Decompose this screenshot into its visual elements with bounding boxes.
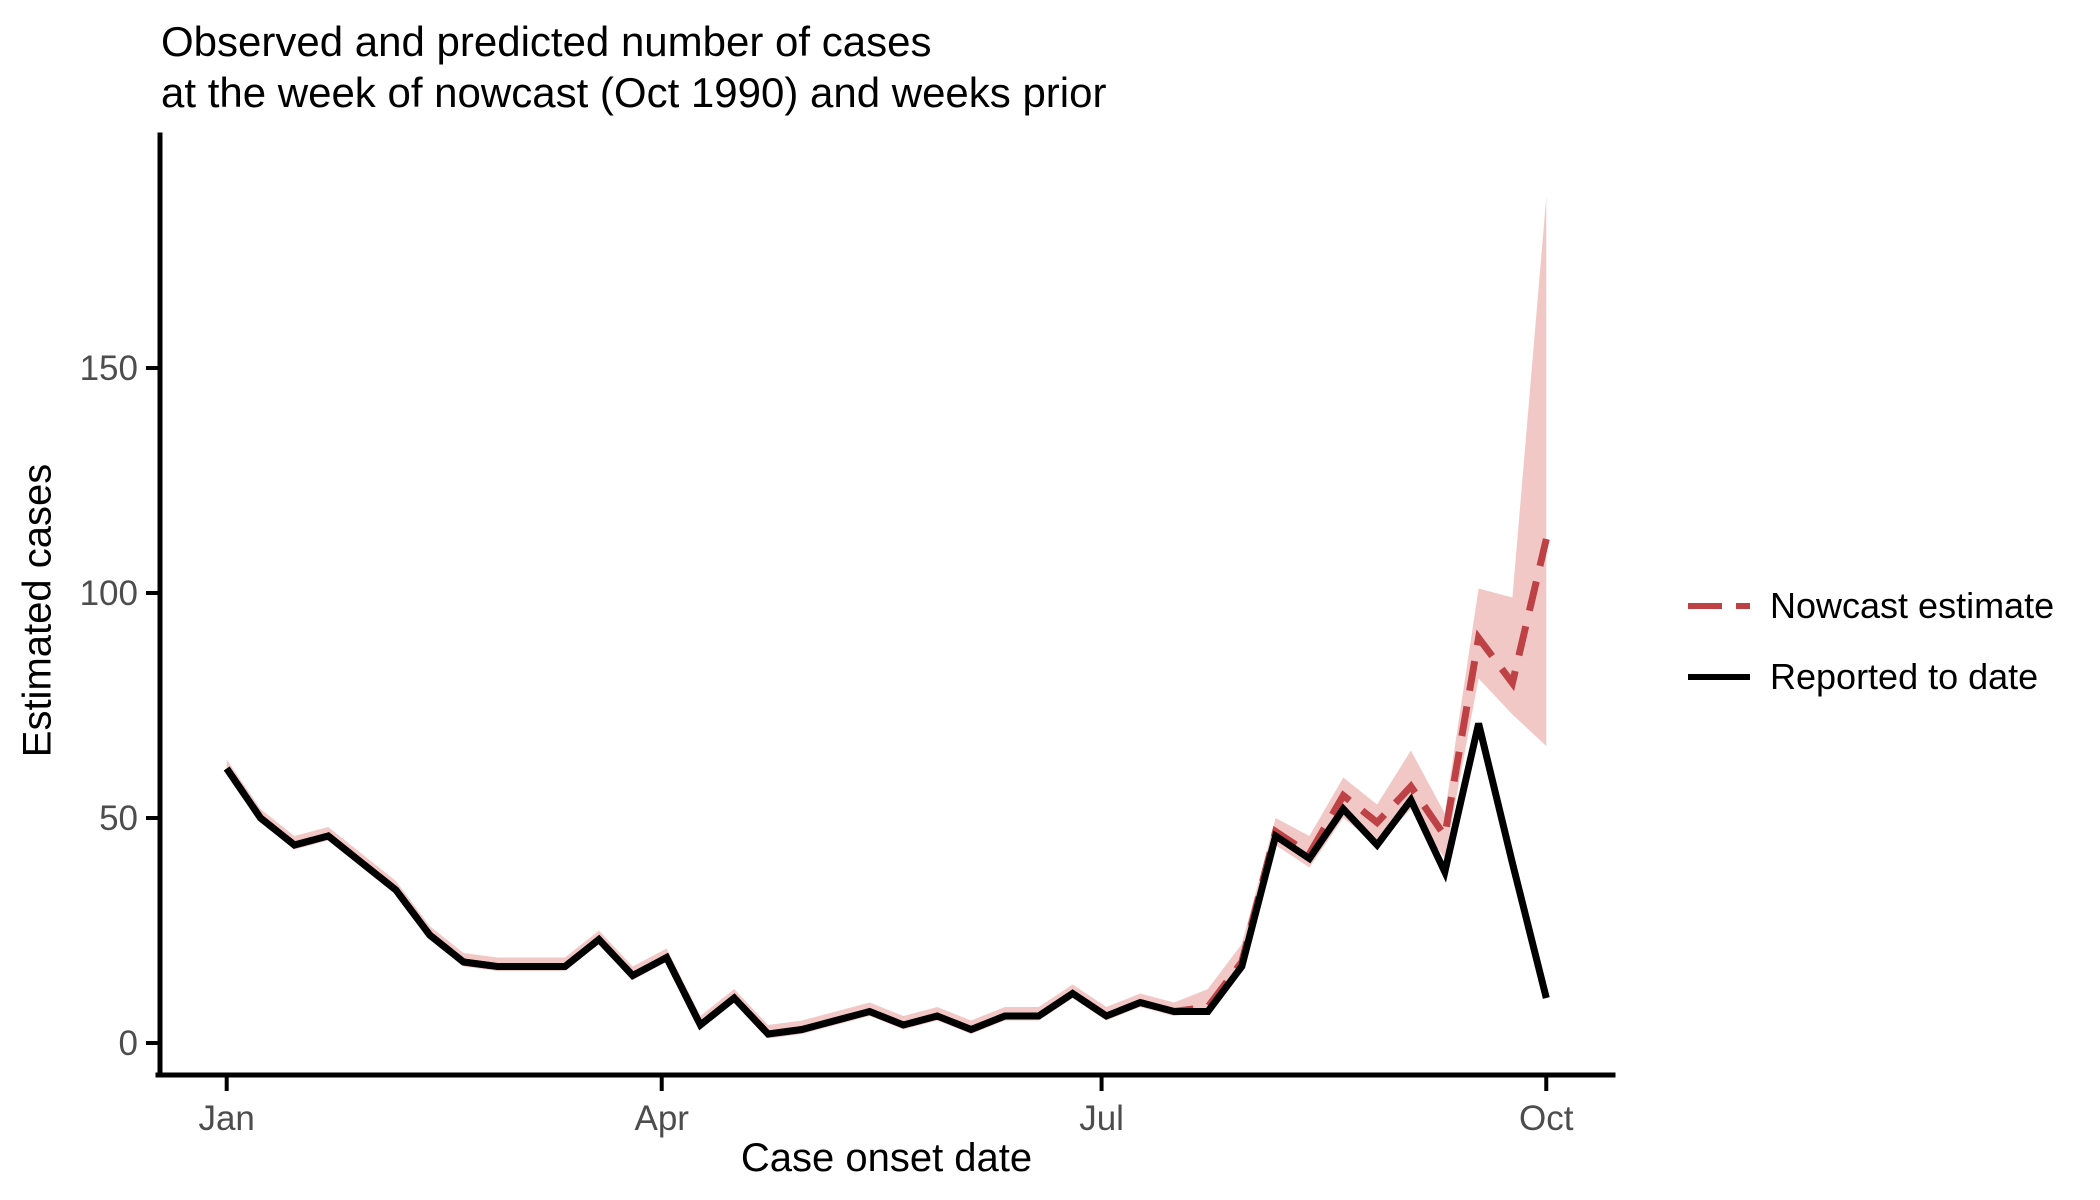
reported-line (223, 722, 1550, 1038)
x-axis-title: Case onset date (740, 1136, 1033, 1180)
y-axis-ticks: 0 50 100 150 (80, 349, 159, 1063)
legend-item-nowcast: Nowcast estimate (1688, 580, 2054, 632)
nowcast-key-line (1688, 603, 1750, 609)
confidence-ribbon (226, 197, 1547, 1039)
legend-label-reported: Reported to date (1770, 656, 2039, 697)
y-tick-label: 150 (80, 349, 138, 388)
x-tick-label: Oct (1519, 1099, 1574, 1138)
y-tick-label: 100 (80, 574, 138, 613)
chart-title-line1: Observed and predicted number of cases (161, 18, 932, 65)
x-tick-label: Jul (1079, 1099, 1124, 1138)
legend: Nowcast estimate Reported to date (1688, 580, 2054, 722)
reported-key-line (1688, 674, 1750, 680)
chart-title-line2: at the week of nowcast (Oct 1990) and we… (161, 69, 1107, 117)
y-tick-label: 50 (99, 799, 138, 838)
y-tick-label: 0 (119, 1024, 138, 1063)
x-axis-ticks: Jan Apr Jul Oct (198, 1077, 1574, 1138)
chart-title: Observed and predicted number of cases a… (161, 16, 1106, 118)
y-axis-title: Estimated cases (15, 463, 60, 758)
x-tick-label: Apr (634, 1099, 689, 1138)
x-tick-label: Jan (198, 1099, 254, 1138)
legend-label-nowcast: Nowcast estimate (1770, 585, 2055, 626)
legend-item-reported: Reported to date (1688, 651, 2054, 703)
